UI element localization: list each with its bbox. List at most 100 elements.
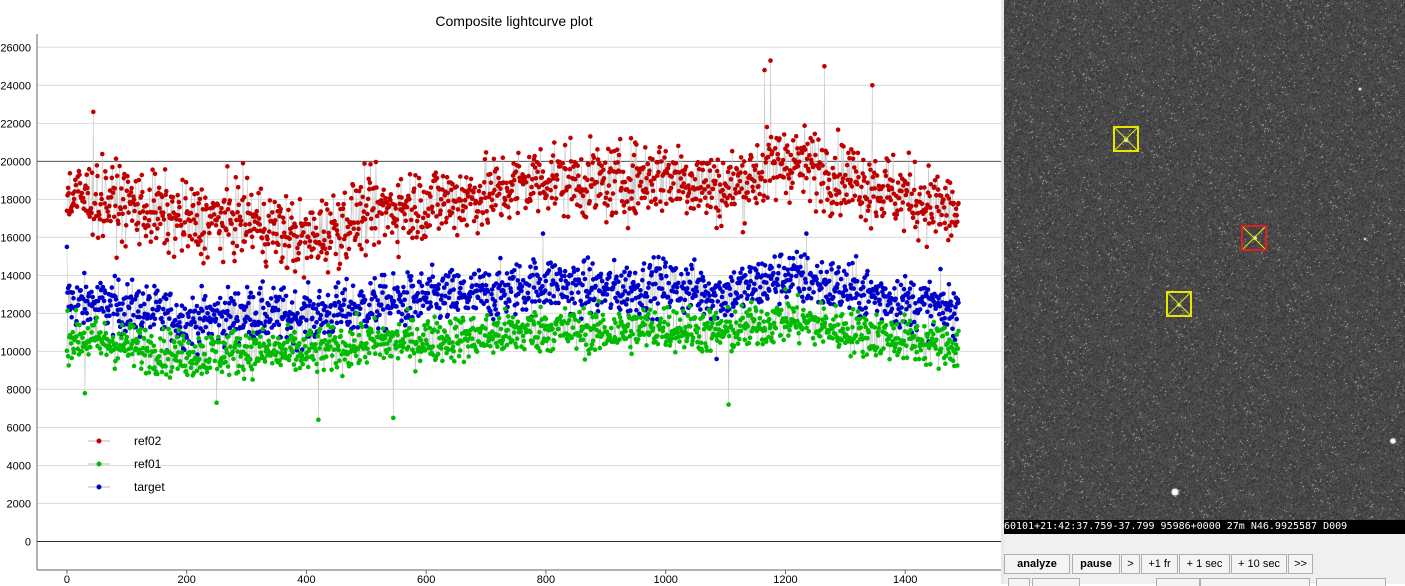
ref02-point [825,185,831,191]
ref02-point [879,206,885,212]
ref01-point [285,322,291,328]
target-aperture[interactable] [1241,225,1267,251]
plus-ten-seconds-button[interactable]: + 10 sec [1231,554,1287,574]
ref02-point [912,159,918,165]
y-tick-label: 24000 [0,80,31,92]
target-point [501,288,506,294]
step-forward-button[interactable]: > [1121,554,1140,574]
ref02-point [380,192,385,198]
ref01-point [549,322,554,328]
target-point [841,293,846,299]
ref02-point [825,197,830,203]
ref02-point [554,172,559,178]
ref01-point [570,325,576,331]
ref02-point [376,240,382,245]
target-point [221,328,227,334]
ref02-point [337,235,342,241]
analyze-button[interactable]: analyze [1004,554,1070,574]
ref02-point [637,183,643,189]
ref01-point [664,339,669,345]
target-point [844,272,849,277]
target-point [883,286,888,292]
ref02-point [631,152,637,158]
ref02-point [841,144,846,149]
target-point [71,295,76,301]
target-point [674,285,680,290]
ref02-point [883,173,889,179]
ref02-point [790,138,796,143]
ref01-point [901,338,907,344]
comparison-aperture-1[interactable] [1113,126,1139,152]
ref01-point [483,326,488,331]
ref01-point [649,320,655,326]
ref02-point [577,204,583,209]
ref02-point [253,213,259,218]
pause-button[interactable]: pause [1072,554,1120,574]
ref02-point [668,185,674,191]
target-point [484,298,490,304]
ref02-point [106,213,112,219]
ref02-point [579,157,584,162]
target-point [359,289,364,294]
target-point [401,284,406,290]
comparison-aperture-2[interactable] [1166,291,1192,317]
ref02-point [475,231,481,236]
ref01-point [276,335,281,341]
target-point [168,291,173,297]
ref02-point [337,261,343,267]
fast-forward-button[interactable]: >> [1288,554,1313,574]
ref01-point [401,340,407,346]
ref02-point [418,198,424,203]
target-point [408,274,414,279]
target-point [698,307,703,312]
ref01-point [181,338,186,343]
ref02-point [293,224,299,229]
target-point [383,284,388,289]
target-point [729,313,734,318]
ref01-point [292,329,297,335]
target-point [543,288,548,293]
ref01-point [104,352,109,358]
target-point [674,289,679,295]
target-point [624,265,630,271]
ref01-point [466,354,472,359]
ref01-point [435,329,440,334]
ref02-point [136,177,142,183]
target-point [311,302,316,307]
panel-divider[interactable] [1001,0,1004,584]
ref02-point [114,255,119,261]
ref02-point [905,181,910,187]
ref02-point [423,234,428,240]
ref02-point [943,185,948,191]
ref02-point [571,193,577,199]
ref01-point [461,359,467,365]
ref01-point [818,300,824,305]
target-point [444,281,449,287]
ref02-point [241,195,247,200]
ref01-point [623,336,629,341]
plus-one-second-button[interactable]: + 1 sec [1179,554,1230,574]
target-point [748,278,753,284]
ref02-point [279,234,285,240]
ref02-point [768,134,774,140]
ref02-point [844,162,850,168]
ref01-point [168,331,173,336]
target-point [333,284,339,290]
ref02-point [599,163,604,168]
ref02-point [832,155,838,161]
ref02-point [155,216,161,222]
ref01-point [658,316,664,322]
target-point [601,291,606,297]
target-point [646,285,651,291]
ref02-point [374,185,379,190]
ref01-point [295,354,301,359]
ref01-point [546,336,551,341]
target-point [611,257,617,263]
ref02-point [889,186,895,192]
ref01-point [931,331,936,337]
target-point [111,311,116,317]
star-field-image[interactable] [1004,0,1405,520]
ref01-point [608,325,614,331]
ref01-point [68,341,74,346]
plus-one-frame-button[interactable]: +1 fr [1141,554,1178,574]
